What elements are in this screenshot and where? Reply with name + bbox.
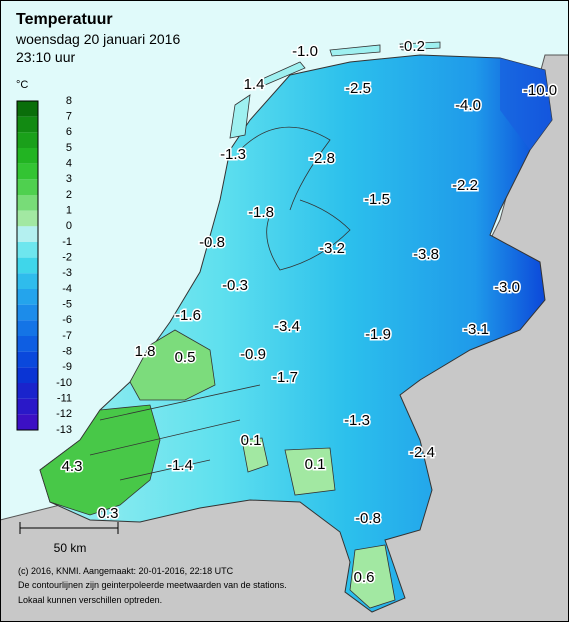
legend-unit: °C bbox=[16, 79, 28, 91]
legend-swatch bbox=[17, 148, 38, 164]
ijsselmeer-outline bbox=[239, 126, 351, 271]
station-value: -3.8 bbox=[413, 246, 439, 263]
station-value: -3.4 bbox=[274, 318, 300, 335]
legend-swatch bbox=[17, 163, 38, 180]
station-value: -1.6 bbox=[175, 307, 201, 324]
station-value: -2.8 bbox=[309, 150, 335, 167]
station-value: 0.6 bbox=[354, 569, 375, 586]
station-value: -0.2 bbox=[399, 38, 425, 55]
green-area bbox=[349, 544, 396, 609]
legend-label: -12 bbox=[56, 408, 72, 420]
station-value: -1.8 bbox=[248, 204, 274, 221]
station-value: -3.1 bbox=[463, 321, 489, 338]
legend-swatch bbox=[17, 351, 38, 368]
legend-label: 3 bbox=[66, 173, 72, 185]
station-value: 0.3 bbox=[98, 505, 119, 522]
date: woensdag 20 januari 2016 bbox=[15, 31, 180, 47]
legend-label: -5 bbox=[62, 299, 72, 311]
stations: -1.0 -0.2 1.4 -2.5 -4.0 -10.0 -1.3 -2.8 -1.5 -2.2… bbox=[60, 36, 559, 587]
station-value: -3.2 bbox=[319, 240, 345, 257]
green-area bbox=[241, 437, 269, 473]
station-value: 4.3 bbox=[62, 458, 83, 475]
rivers bbox=[89, 384, 261, 481]
legend-label: 5 bbox=[66, 142, 72, 154]
legend-swatch bbox=[17, 289, 38, 305]
legend-label: -9 bbox=[62, 361, 72, 373]
station-value: 0.1 bbox=[305, 456, 326, 473]
station-value: -1.9 bbox=[365, 326, 391, 343]
station-value: -1.0 bbox=[292, 43, 318, 60]
legend-swatch bbox=[17, 414, 38, 430]
scale-label: 50 km bbox=[54, 541, 87, 555]
legend-swatch bbox=[17, 116, 38, 133]
legend-label: 0 bbox=[66, 220, 72, 232]
green-area bbox=[284, 447, 336, 496]
legend-label: 4 bbox=[66, 158, 72, 170]
station-value: -2.4 bbox=[409, 444, 435, 461]
legend-swatch bbox=[17, 257, 38, 274]
station-value: -1.3 bbox=[220, 146, 246, 163]
legend-swatch bbox=[17, 383, 38, 399]
footer: Lokaal kunnen verschillen optreden. bbox=[18, 595, 162, 605]
legend-swatch bbox=[17, 101, 38, 117]
legend-label: -6 bbox=[62, 314, 72, 326]
station-value: -1.5 bbox=[364, 191, 390, 208]
station-value: 1.4 bbox=[244, 76, 265, 93]
station-value: -0.3 bbox=[222, 277, 248, 294]
legend-label: 6 bbox=[66, 126, 72, 138]
legend-label: 7 bbox=[66, 111, 72, 123]
station-value: -0.9 bbox=[240, 346, 266, 363]
cold-area bbox=[500, 58, 552, 150]
legend-swatch bbox=[17, 398, 38, 415]
station-value: 0.1 bbox=[241, 432, 262, 449]
legend-label: -10 bbox=[56, 377, 72, 389]
station-value: -3.0 bbox=[494, 279, 520, 296]
station-value: -10.0 bbox=[523, 82, 557, 99]
station-value: -0.8 bbox=[355, 510, 381, 527]
legend-swatch bbox=[17, 226, 38, 242]
green-area bbox=[129, 329, 216, 401]
legend-swatch bbox=[17, 132, 38, 148]
title: Temperatuur bbox=[16, 11, 113, 28]
station-value: -1.3 bbox=[344, 412, 370, 429]
footer: (c) 2016, KNMI. Aangemaakt: 20-01-2016, … bbox=[18, 566, 234, 576]
legend-swatch bbox=[17, 195, 38, 211]
station-value: 0.5 bbox=[175, 349, 196, 366]
legend-label: -2 bbox=[62, 252, 72, 264]
station-value: -1.4 bbox=[167, 457, 193, 474]
legend-frame bbox=[16, 100, 39, 431]
station-value: -0.8 bbox=[199, 234, 225, 251]
legend-label: -4 bbox=[62, 283, 72, 295]
legend-label: -13 bbox=[56, 424, 72, 436]
footer: De contourlijnen zijn geinterpoleerde me… bbox=[18, 580, 287, 590]
legend-swatch bbox=[17, 210, 38, 227]
station-value: -2.2 bbox=[452, 177, 478, 194]
legend-label: -1 bbox=[62, 236, 72, 248]
legend-label: 8 bbox=[66, 95, 72, 107]
station-value: -2.5 bbox=[345, 80, 371, 97]
legend-label: -7 bbox=[62, 330, 72, 342]
legend-label: -3 bbox=[62, 267, 72, 279]
legend-swatch bbox=[17, 273, 38, 289]
legend-swatch bbox=[17, 367, 38, 383]
station-value: -1.7 bbox=[272, 369, 298, 386]
legend-label: 2 bbox=[66, 189, 72, 201]
legend-swatch bbox=[17, 304, 38, 321]
legend-label: -8 bbox=[62, 346, 72, 358]
station-value: -4.0 bbox=[455, 97, 481, 114]
legend-swatch bbox=[17, 336, 38, 352]
legend-swatch bbox=[17, 242, 38, 258]
time: 23:10 uur bbox=[16, 49, 75, 65]
legend: 8 7 6 5 4 3 2 1 0 -1 -2 -3 -4 -5 -6 -7 -8 -9 -10 -11 -12 -13 bbox=[16, 95, 72, 436]
legend-label: -11 bbox=[57, 393, 72, 405]
legend-swatch bbox=[17, 179, 38, 195]
legend-swatch bbox=[17, 320, 38, 336]
legend-label: 1 bbox=[66, 205, 72, 217]
station-value: 1.8 bbox=[135, 343, 156, 360]
green-area bbox=[39, 404, 161, 516]
wadden-islands bbox=[229, 41, 441, 139]
